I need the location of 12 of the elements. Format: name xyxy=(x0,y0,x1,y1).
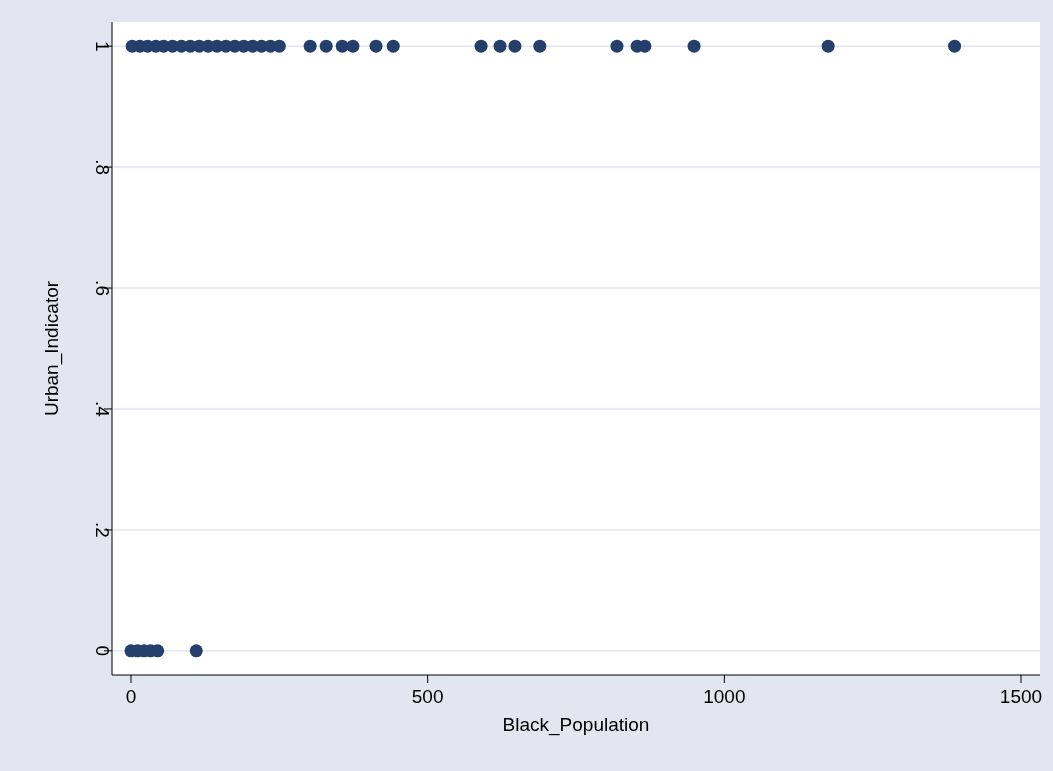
y-tick-label: 1 xyxy=(92,40,113,52)
y-tick-label: 0 xyxy=(92,645,113,657)
x-tick-label: 500 xyxy=(411,686,444,707)
y-tick-label: .4 xyxy=(92,401,113,418)
y-tick-label: .8 xyxy=(92,159,113,176)
y-tick-label: .6 xyxy=(92,280,113,296)
x-tick-label: 1500 xyxy=(999,686,1043,707)
y-tick-label: .2 xyxy=(92,521,113,538)
x-tick-label: 1000 xyxy=(703,686,746,707)
y-axis-title: Urban_Indicator xyxy=(41,280,63,417)
x-axis-title: Black_Population xyxy=(502,714,650,736)
x-tick-label: 0 xyxy=(125,686,137,707)
